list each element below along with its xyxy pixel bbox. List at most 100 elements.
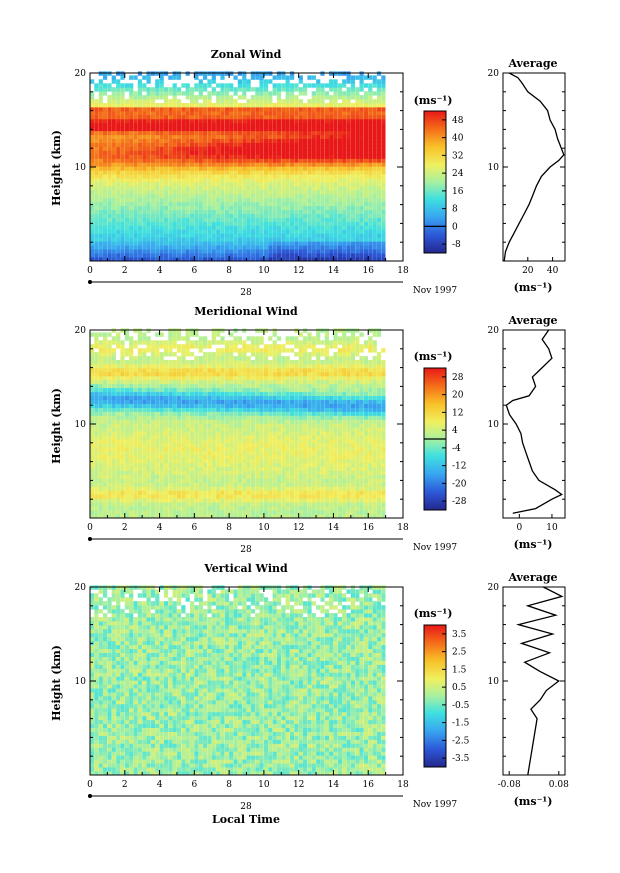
heatmap-cell <box>181 213 186 218</box>
heatmap-cell <box>216 494 221 499</box>
heatmap-cell <box>363 154 369 159</box>
heatmap-cell <box>98 332 103 337</box>
heatmap-cell <box>263 91 269 96</box>
heatmap-cell <box>259 193 264 199</box>
heatmap-cell <box>133 423 138 428</box>
heatmap-cell <box>246 466 251 471</box>
heatmap-cell <box>224 352 229 357</box>
heatmap-cell <box>250 257 255 262</box>
heatmap-cell <box>203 213 208 218</box>
heatmap-cell <box>237 241 242 246</box>
heatmap-cell <box>155 427 160 432</box>
heatmap-cell <box>181 348 186 353</box>
heatmap-cell <box>242 367 247 373</box>
heatmap-cell <box>229 201 234 207</box>
heatmap-cell <box>246 189 251 195</box>
heatmap-cell <box>168 103 173 108</box>
heatmap-cell <box>207 193 212 199</box>
heatmap-cell <box>107 126 112 132</box>
heatmap-cell <box>268 205 273 211</box>
heatmap-cell <box>116 146 121 151</box>
heatmap-cell <box>229 442 234 448</box>
heatmap-cell <box>237 474 242 479</box>
heatmap-cell <box>203 379 208 385</box>
heatmap-cell <box>124 411 129 416</box>
heatmap-cell <box>124 431 129 436</box>
heatmap-cell <box>307 138 312 143</box>
heatmap-cell <box>224 185 229 191</box>
heatmap-cell <box>307 209 312 214</box>
heatmap-cell <box>163 189 169 195</box>
heatmap-cell <box>381 201 386 207</box>
heatmap-cell <box>211 237 216 242</box>
heatmap-cell <box>111 221 116 226</box>
heatmap-cell <box>176 427 182 432</box>
heatmap-cell <box>159 189 164 195</box>
heatmap-cell <box>137 118 142 124</box>
heatmap-cell <box>94 257 99 262</box>
heatmap-cell <box>224 95 229 100</box>
heatmap-cell <box>137 185 142 191</box>
heatmap-cell <box>155 352 160 357</box>
heatmap-cell <box>159 170 164 175</box>
heatmap-cell <box>376 99 382 104</box>
heatmap-cell <box>207 458 212 464</box>
heatmap-cell <box>350 79 355 84</box>
heatmap-cell <box>116 253 121 258</box>
heatmap-cell <box>233 454 238 460</box>
heatmap-cell <box>185 237 190 242</box>
heatmap-cell <box>207 502 212 507</box>
heatmap-cell <box>190 340 195 345</box>
heatmap-cell <box>333 142 338 147</box>
heatmap-cell <box>111 201 116 207</box>
heatmap-cell <box>150 174 156 179</box>
heatmap-cell <box>207 225 212 230</box>
heatmap-cell <box>337 217 342 222</box>
heatmap-cell <box>229 490 234 495</box>
heatmap-cell <box>168 364 173 369</box>
heatmap-cell <box>342 221 347 226</box>
heatmap-cell <box>194 494 199 499</box>
heatmap-cell <box>185 490 190 495</box>
heatmap-cell <box>216 332 221 337</box>
heatmap-cell <box>133 470 138 475</box>
heatmap-cell <box>372 154 377 159</box>
heatmap-cell <box>185 395 190 400</box>
heatmap-cell <box>137 201 142 207</box>
heatmap-cell <box>129 158 134 163</box>
heatmap-cell <box>194 201 199 207</box>
heatmap-cell <box>155 178 160 183</box>
heatmap-cell <box>194 431 199 436</box>
heatmap-cell <box>203 514 208 519</box>
heatmap-cell <box>220 146 225 151</box>
heatmap-cell <box>290 91 295 96</box>
heatmap-cell <box>94 110 99 116</box>
heatmap-cell <box>103 336 108 341</box>
heatmap-cell <box>220 395 225 400</box>
heatmap-cell <box>172 383 177 389</box>
heatmap-cell <box>172 506 177 511</box>
heatmap-cell <box>133 383 138 389</box>
heatmap-cell <box>242 79 247 84</box>
heatmap-cell <box>155 391 160 396</box>
heatmap-cell <box>346 241 351 246</box>
heatmap-cell <box>94 185 99 191</box>
heatmap-cell <box>146 360 151 365</box>
heatmap-cell <box>298 79 303 84</box>
heatmap-cell <box>298 205 303 211</box>
heatmap-cell <box>233 403 238 408</box>
heatmap-cell <box>255 118 260 124</box>
heatmap-cell <box>190 122 195 128</box>
heatmap-cell <box>359 233 364 238</box>
heatmap-cell <box>233 99 238 104</box>
heatmap-cell <box>381 213 386 218</box>
heatmap-cell <box>320 225 325 230</box>
heatmap-cell <box>133 107 138 112</box>
heatmap-cell <box>98 446 103 452</box>
heatmap-cell <box>133 229 138 234</box>
heatmap-cell <box>94 411 99 416</box>
heatmap-cell <box>90 107 95 112</box>
heatmap-cell <box>176 257 182 262</box>
heatmap-cell <box>311 122 316 128</box>
heatmap-cell <box>94 189 99 195</box>
